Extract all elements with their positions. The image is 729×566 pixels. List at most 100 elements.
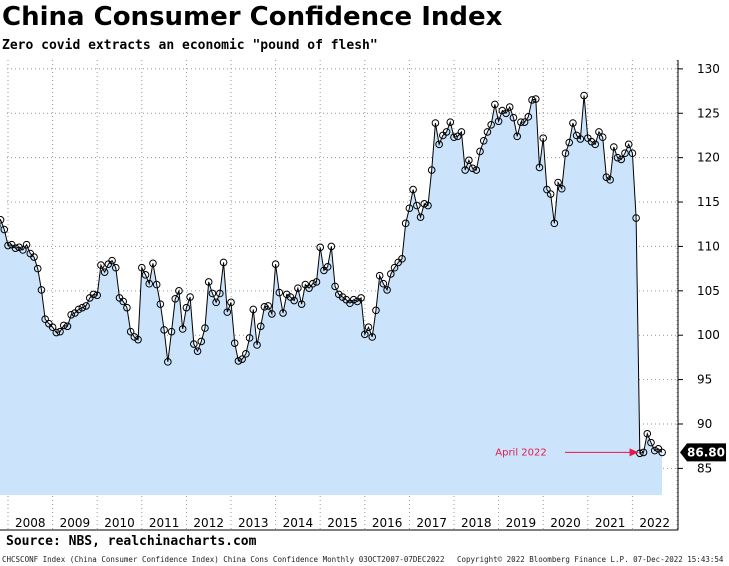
data-point	[409, 185, 417, 194]
annotation-label: April 2022	[495, 447, 546, 458]
data-point	[245, 334, 254, 342]
y-tick-label: 115	[697, 195, 720, 209]
data-point	[223, 308, 232, 316]
data-point	[535, 163, 544, 172]
data-point	[22, 240, 31, 249]
data-point	[639, 448, 648, 457]
data-point	[569, 119, 577, 127]
data-point	[171, 295, 180, 303]
x-tick-label: 2009	[60, 516, 91, 530]
data-point	[204, 278, 213, 286]
data-point	[242, 350, 250, 358]
data-point	[528, 96, 536, 104]
data-point	[212, 298, 220, 307]
data-point	[357, 294, 365, 302]
data-point	[361, 330, 369, 339]
data-point	[416, 213, 425, 221]
data-point	[149, 259, 157, 268]
data-point	[123, 303, 131, 312]
data-point	[305, 284, 313, 292]
data-point	[279, 309, 287, 317]
data-point	[435, 140, 443, 149]
data-point	[111, 263, 120, 272]
data-point	[253, 341, 261, 349]
data-point	[82, 302, 90, 310]
data-point	[271, 260, 280, 268]
data-point	[219, 258, 228, 267]
x-tick-label: 2016	[372, 516, 403, 530]
data-point	[264, 302, 272, 310]
data-point	[275, 288, 284, 297]
data-point	[621, 149, 629, 158]
data-point	[546, 190, 555, 198]
data-point	[156, 300, 165, 308]
data-point	[100, 268, 109, 276]
data-point	[197, 337, 206, 346]
data-point	[201, 324, 209, 332]
data-point	[472, 166, 481, 174]
data-point	[152, 280, 161, 289]
data-point	[372, 306, 380, 315]
footer-copyright: Copyright© 2022 Bloomberg Finance L.P. 0…	[457, 555, 724, 564]
data-point	[427, 166, 436, 174]
data-point	[524, 113, 533, 121]
data-point	[234, 357, 243, 365]
data-point	[67, 310, 75, 319]
data-point	[316, 243, 325, 252]
data-point	[190, 340, 198, 348]
data-point	[323, 263, 332, 271]
x-tick-label: 2019	[506, 516, 537, 530]
data-point	[513, 132, 521, 141]
data-point	[256, 322, 265, 331]
data-point	[364, 323, 373, 332]
data-point	[89, 290, 98, 299]
data-point	[487, 121, 495, 129]
data-point	[331, 282, 339, 291]
data-point	[327, 242, 336, 251]
data-point	[52, 328, 61, 337]
data-point	[97, 261, 105, 269]
data-point	[606, 176, 614, 184]
data-point	[48, 323, 57, 332]
data-point	[424, 201, 432, 210]
data-point	[580, 91, 588, 100]
data-point	[628, 149, 637, 158]
data-point	[108, 256, 116, 265]
last-value-label: 86.80	[687, 445, 725, 459]
data-point	[479, 136, 488, 145]
data-point	[379, 279, 388, 288]
data-point	[238, 355, 246, 363]
chart-subtitle: Zero covid extracts an economic "pound o…	[2, 38, 378, 53]
data-point	[643, 429, 652, 438]
data-point	[93, 291, 101, 300]
data-point	[74, 305, 83, 314]
data-point	[390, 263, 399, 272]
data-point	[164, 358, 172, 366]
x-tick-label: 2020	[550, 516, 581, 530]
data-point	[509, 113, 518, 122]
data-point	[208, 289, 217, 298]
source-note: Source: NBS, realchinacharts.com	[6, 534, 257, 549]
data-point	[387, 270, 395, 278]
x-tick-label: 2021	[595, 516, 626, 530]
x-tick-label: 2022	[639, 516, 670, 530]
data-point	[483, 128, 492, 136]
data-point	[0, 225, 9, 234]
data-point	[398, 255, 406, 263]
data-point	[141, 271, 150, 279]
data-point	[453, 132, 462, 141]
data-point	[11, 244, 20, 252]
data-point	[30, 253, 38, 261]
data-point	[178, 325, 187, 333]
y-tick-label: 120	[697, 151, 720, 165]
data-point	[624, 140, 633, 149]
data-point	[613, 153, 622, 162]
data-point	[119, 297, 128, 306]
y-tick-label: 100	[697, 328, 720, 342]
data-point	[0, 216, 5, 224]
data-point	[539, 134, 548, 142]
data-point	[297, 300, 306, 308]
data-point	[186, 293, 194, 301]
data-point	[290, 296, 298, 305]
